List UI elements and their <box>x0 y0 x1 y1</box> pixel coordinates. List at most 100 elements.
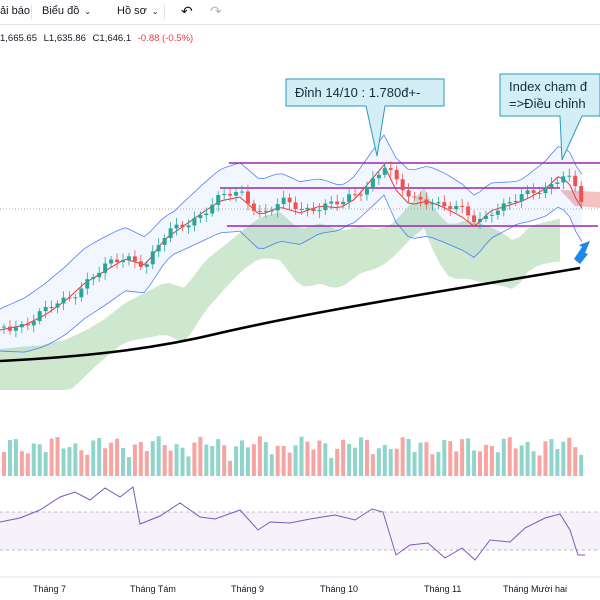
candle-body <box>97 272 102 278</box>
volume-bar <box>109 442 114 476</box>
rsi-panel <box>0 486 600 561</box>
candle-body <box>382 168 387 175</box>
chart-menu-label: Biểu đồ <box>42 5 80 17</box>
candle-body <box>341 201 346 205</box>
volume-bar <box>192 442 197 476</box>
volume-bar <box>513 448 518 476</box>
volume-bar <box>2 452 6 476</box>
volume-bar <box>138 441 143 476</box>
candle-body <box>466 206 471 216</box>
candle-body <box>109 259 114 264</box>
volume-bar <box>186 456 191 476</box>
candle-body <box>204 213 209 216</box>
candle-body <box>561 176 566 183</box>
candle-body <box>245 191 250 204</box>
volume-bar <box>204 444 209 476</box>
ohlc-high: 1,665.65 <box>0 33 37 44</box>
undo-icon[interactable]: ↶ <box>181 3 193 19</box>
profile-menu-label: Hồ sơ <box>117 5 147 17</box>
volume-bar <box>329 457 334 476</box>
volume-bar <box>156 436 161 476</box>
bollinger-fill <box>0 134 582 353</box>
redo-icon[interactable]: ↷ <box>210 3 222 19</box>
volume-bar <box>400 437 405 476</box>
volume-bar <box>466 438 471 476</box>
index-callout-bubble <box>499 73 600 161</box>
chart-menu-button[interactable]: Biểu đồ ⌄ <box>42 0 91 24</box>
candle-body <box>573 175 578 187</box>
candle-body <box>335 201 340 205</box>
volume-bar <box>507 437 512 476</box>
candle-body <box>406 190 411 197</box>
candle-body <box>388 168 393 170</box>
candle-body <box>305 207 310 210</box>
volume-bar <box>424 442 429 476</box>
candle-body <box>454 205 459 210</box>
volume-bars <box>2 436 584 476</box>
volume-bar <box>573 447 578 476</box>
candle-body <box>376 174 381 179</box>
volume-bar <box>537 455 542 476</box>
candle-body <box>121 260 125 263</box>
candle-body <box>132 256 137 262</box>
profile-menu-button[interactable]: Hồ sơ ⌄ <box>117 0 159 24</box>
candle-body <box>61 297 66 304</box>
volume-bar <box>275 445 280 476</box>
candle-body <box>25 324 30 326</box>
volume-bar <box>55 437 60 476</box>
cloud-bull-area <box>0 187 560 390</box>
rsi-band <box>0 512 600 550</box>
candle-body <box>19 324 24 328</box>
volume-bar <box>442 440 447 476</box>
candle-body <box>138 261 143 267</box>
candle-body <box>489 214 494 216</box>
index-callout[interactable]: Index chạm đ =>Điều chỉnh <box>499 73 600 161</box>
candle-body <box>67 297 72 299</box>
candle-body <box>234 192 239 196</box>
candle-body <box>531 190 536 194</box>
candle-body <box>180 224 185 228</box>
volume-bar <box>299 436 304 476</box>
candlesticks <box>2 161 584 338</box>
candle-body <box>269 210 274 212</box>
volume-bar <box>519 445 524 476</box>
candle-body <box>519 194 524 201</box>
alerts-button[interactable]: ải báo <box>0 0 30 24</box>
candle-body <box>567 175 572 177</box>
volume-bar <box>388 449 393 476</box>
candle-body <box>353 194 358 196</box>
ohlc-close-label: C <box>92 33 100 44</box>
candle-body <box>549 183 554 188</box>
candle-body <box>478 218 482 222</box>
candle-body <box>7 326 12 331</box>
candle-body <box>162 238 167 245</box>
volume-bar <box>269 454 274 476</box>
candle-body <box>394 169 399 180</box>
alerts-label: ải báo <box>0 5 30 17</box>
candle-body <box>400 179 405 191</box>
candle-body <box>281 197 286 205</box>
peak-callout[interactable]: Đỉnh 14/10 : 1.780đ+- <box>285 78 445 157</box>
candle-body <box>49 307 54 309</box>
volume-bar <box>531 451 536 476</box>
candle-body <box>251 203 256 211</box>
volume-bar <box>216 439 221 476</box>
volume-bar <box>228 460 233 476</box>
volume-bar <box>73 443 78 476</box>
volume-bar <box>364 439 369 476</box>
candle-body <box>359 194 363 196</box>
candle-body <box>115 259 120 263</box>
volume-bar <box>25 453 30 476</box>
candle-body <box>55 303 60 308</box>
volume-bar <box>103 448 108 476</box>
candle-body <box>73 297 78 299</box>
volume-bar <box>543 441 548 476</box>
volume-bar <box>257 436 262 476</box>
candle-body <box>91 277 96 280</box>
volume-bar <box>49 438 54 476</box>
candle-body <box>299 208 304 210</box>
volume-bar <box>555 449 560 476</box>
time-axis-label: Tháng 9 <box>231 584 264 594</box>
volume-bar <box>67 447 72 476</box>
